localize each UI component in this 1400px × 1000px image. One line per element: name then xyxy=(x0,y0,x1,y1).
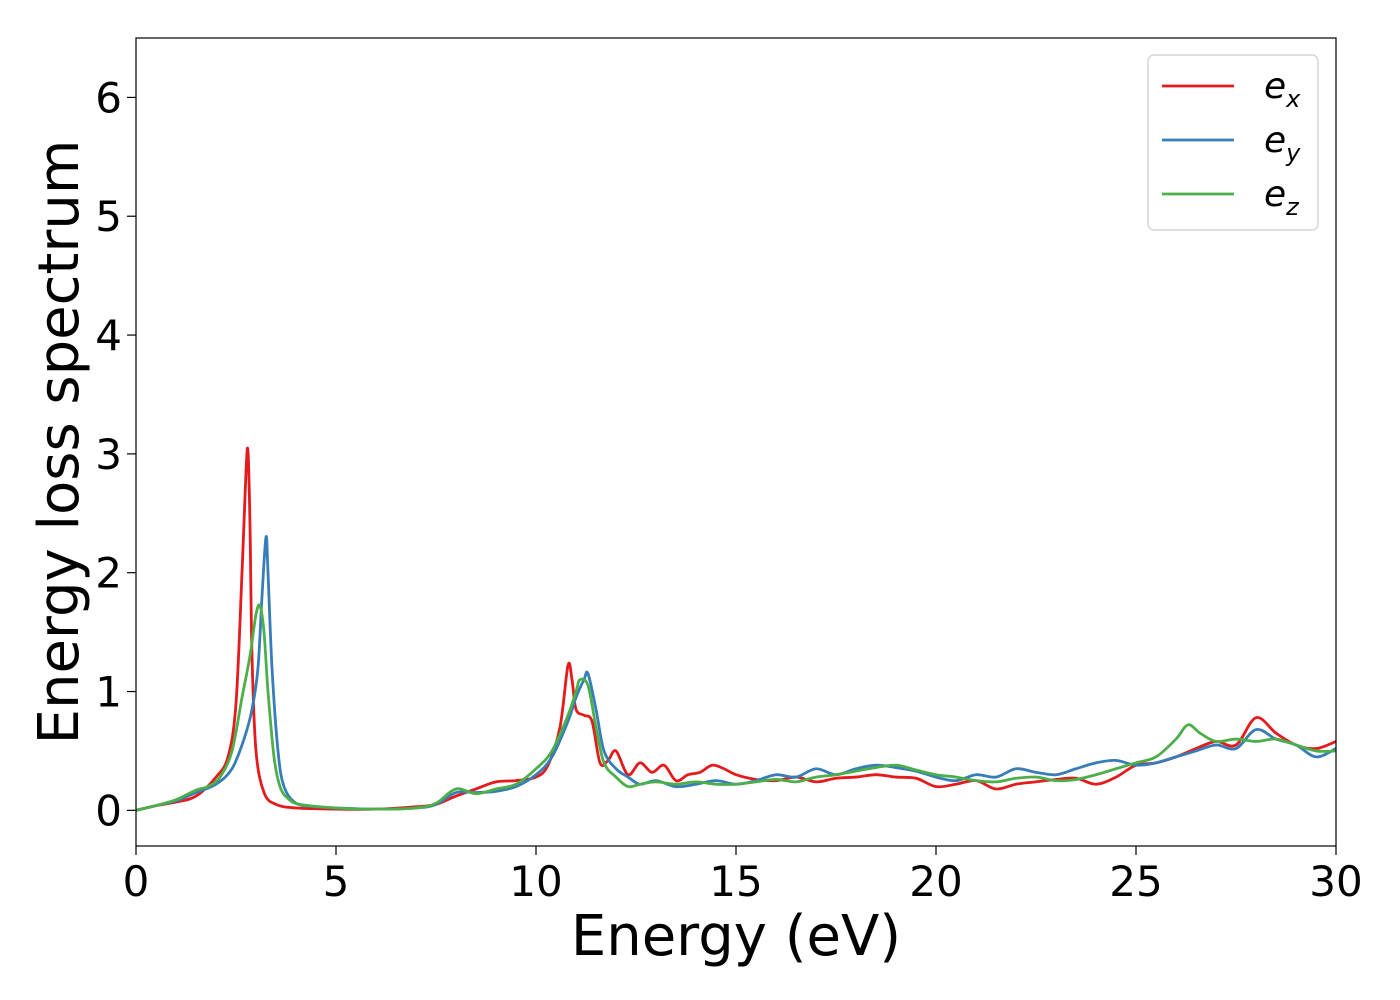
legend-box xyxy=(1147,54,1319,231)
x-tick-label: 20 xyxy=(909,857,962,906)
x-tick-label: 0 xyxy=(123,857,150,906)
y-axis-title: Energy loss spectrum xyxy=(27,140,92,745)
legend-label-y: ey xyxy=(1264,120,1301,167)
series-line-x xyxy=(136,446,1336,812)
y-tick-label: 5 xyxy=(95,192,122,241)
y-tick-label: 1 xyxy=(95,668,122,717)
x-tick-label: 10 xyxy=(509,857,562,906)
legend-label-x: ex xyxy=(1264,66,1301,113)
y-tick-label: 0 xyxy=(95,786,122,835)
x-tick-label: 15 xyxy=(709,857,762,906)
x-tick-label: 30 xyxy=(1309,857,1362,906)
ticks-layer: 0 5 10 15 20 25 30 0 1 2 3 4 5 6 xyxy=(95,73,1362,906)
x-tick-label: 5 xyxy=(323,857,350,906)
y-tick-label: 4 xyxy=(95,311,122,360)
x-tick-label: 25 xyxy=(1109,857,1162,906)
x-axis-title: Energy (eV) xyxy=(571,904,901,969)
y-tick-label: 2 xyxy=(95,549,122,598)
y-tick-label: 3 xyxy=(95,430,122,479)
legend-label-z: ez xyxy=(1264,174,1300,221)
y-tick-label: 6 xyxy=(95,73,122,122)
series-line-z xyxy=(136,603,1336,812)
plot-frame xyxy=(135,37,1337,847)
series-layer xyxy=(136,446,1336,812)
legend: ex ey ez xyxy=(1147,54,1319,231)
